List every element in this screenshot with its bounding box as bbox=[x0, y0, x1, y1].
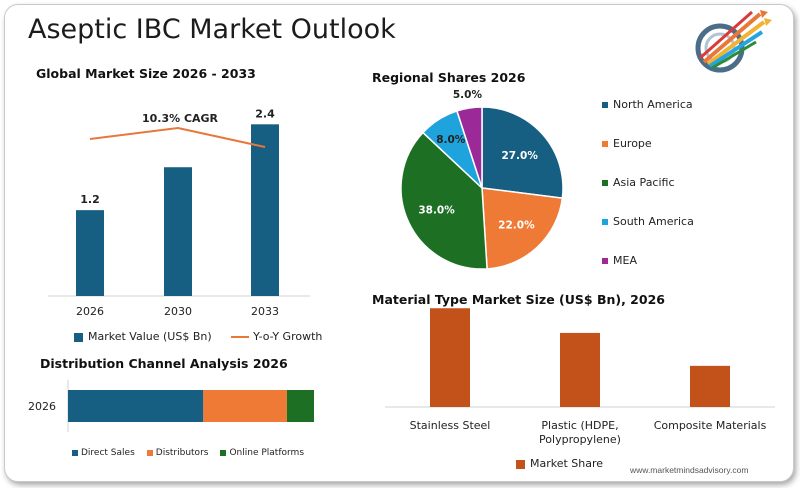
footer-url: www.marketmindsadvisory.com bbox=[630, 465, 749, 475]
market-bar-2030 bbox=[164, 167, 192, 296]
legend-swatch bbox=[146, 449, 153, 456]
legend-label: South America bbox=[613, 215, 694, 228]
material-legend: Market Share bbox=[516, 457, 603, 470]
bar-value-label: 1.2 bbox=[80, 193, 100, 206]
stack-segment-direct-sales bbox=[68, 390, 204, 422]
legend-item: Direct Sales bbox=[72, 448, 135, 458]
material-title: Material Type Market Size (US$ Bn), 2026 bbox=[372, 292, 665, 307]
pie-value-label: 22.0% bbox=[498, 220, 535, 232]
legend-label: Online Platforms bbox=[229, 448, 305, 458]
regional-shares-title: Regional Shares 2026 bbox=[372, 70, 526, 85]
legend-label: Market Share bbox=[530, 457, 604, 470]
legend-swatch bbox=[602, 258, 608, 264]
pie-slice-europe bbox=[481, 187, 564, 270]
legend-item: Asia Pacific bbox=[602, 176, 694, 215]
stack-segment-online-platforms bbox=[286, 390, 314, 422]
market-bar-2033 bbox=[251, 124, 279, 296]
pie-slice-asia-pacific bbox=[400, 131, 488, 270]
pie-slice-north-america bbox=[481, 106, 564, 199]
legend-swatch bbox=[602, 141, 608, 147]
legend-item-growth: Y-o-Y Growth bbox=[231, 330, 322, 343]
pie-value-label: 27.0% bbox=[501, 150, 538, 162]
legend-swatch bbox=[516, 459, 525, 469]
legend-label: North America bbox=[613, 98, 693, 111]
material-bar bbox=[690, 365, 730, 407]
material-bar bbox=[430, 308, 470, 407]
bar-value-label: 2.4 bbox=[255, 107, 275, 120]
legend-label: Distributors bbox=[155, 448, 209, 458]
x-tick-label: Stainless Steel bbox=[410, 419, 491, 432]
pie-value-label: 38.0% bbox=[418, 204, 455, 216]
page-title: Aseptic IBC Market Outlook bbox=[28, 14, 396, 45]
regional-legend: North America Europe Asia Pacific South Ame… bbox=[602, 98, 694, 293]
pie-value-label: 8.0% bbox=[436, 134, 466, 146]
legend-label: MEA bbox=[613, 254, 637, 267]
legend-line bbox=[231, 336, 250, 338]
legend-item: Distributors bbox=[146, 448, 209, 458]
legend-item: North America bbox=[602, 98, 694, 137]
market-bar-2026 bbox=[76, 210, 104, 296]
x-tick-label: 2026 bbox=[76, 305, 104, 318]
growth-line bbox=[89, 126, 266, 148]
stack-segment-distributors bbox=[203, 390, 287, 422]
material-bar bbox=[560, 332, 600, 407]
legend-label: Y-o-Y Growth bbox=[253, 330, 323, 343]
distribution-title: Distribution Channel Analysis 2026 bbox=[40, 356, 288, 371]
x-tick-label: Plastic (HDPE, bbox=[541, 419, 618, 432]
legend-swatch bbox=[72, 449, 78, 456]
x-tick-label: Polypropylene) bbox=[539, 433, 621, 446]
y-tick-label: 2026 bbox=[28, 400, 56, 413]
market-size-title: Global Market Size 2026 - 2033 bbox=[36, 66, 256, 81]
legend-label: Market Value (US$ Bn) bbox=[88, 330, 212, 343]
legend-item-market-value: Market Value (US$ Bn) bbox=[74, 330, 212, 343]
legend-swatch bbox=[602, 180, 608, 186]
legend-swatch bbox=[602, 219, 608, 225]
cagr-annotation: 10.3% CAGR bbox=[142, 112, 219, 125]
brand-logo-icon bbox=[695, 10, 772, 73]
market-size-legend: Market Value (US$ Bn) Y-o-Y Growth bbox=[74, 330, 322, 343]
distribution-legend: Direct Sales Distributors Online Platforms bbox=[72, 448, 316, 458]
legend-item: MEA bbox=[602, 254, 694, 293]
legend-swatch bbox=[220, 449, 227, 456]
legend-item: South America bbox=[602, 215, 694, 254]
legend-label: Europe bbox=[613, 137, 652, 150]
x-tick-label: 2030 bbox=[164, 305, 192, 318]
legend-label: Direct Sales bbox=[81, 448, 135, 458]
legend-label: Asia Pacific bbox=[613, 176, 675, 189]
x-tick-label: Composite Materials bbox=[654, 419, 767, 432]
legend-item: Europe bbox=[602, 137, 694, 176]
legend-swatch bbox=[602, 102, 608, 108]
legend-swatch bbox=[74, 332, 83, 342]
pie-value-label: 5.0% bbox=[453, 89, 483, 101]
x-tick-label: 2033 bbox=[251, 305, 279, 318]
pie-slice-mea bbox=[456, 106, 483, 189]
legend-item: Online Platforms bbox=[220, 448, 304, 458]
